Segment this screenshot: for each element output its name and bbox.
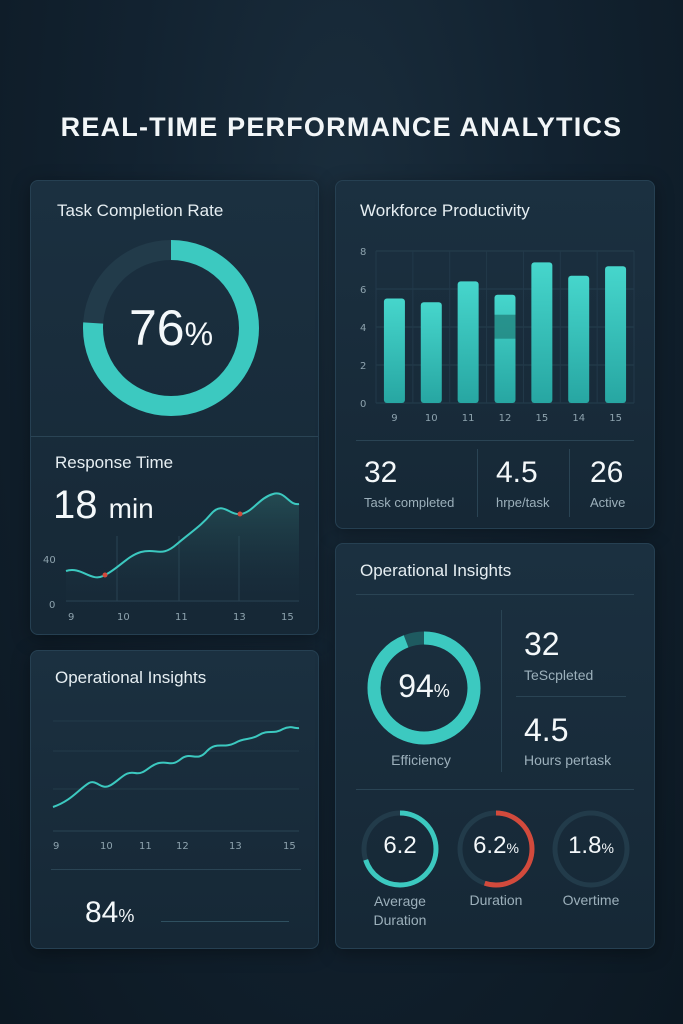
insights-left-title: Operational Insights: [55, 668, 207, 687]
ring-arc: [361, 810, 439, 888]
insights-x-tick: 10: [100, 841, 113, 852]
rt-y-tick: 0: [49, 600, 55, 611]
hours-per-task-label: hrpe/task: [496, 495, 550, 510]
response-time-value: 18 min: [53, 483, 154, 527]
card-divider: [31, 436, 318, 437]
stat-divider: [501, 610, 502, 772]
insights-x-tick: 12: [176, 841, 189, 852]
active-value: 26: [590, 456, 624, 489]
bar-x-tick: 11: [462, 413, 475, 424]
bar: [420, 302, 442, 403]
page-title: REAL-TIME PERFORMANCE ANALYTICS: [60, 112, 623, 142]
efficiency-label: Efficiency: [391, 752, 451, 768]
insights-x-tick: 15: [283, 841, 296, 852]
efficiency-donut: [367, 631, 481, 745]
bar-y-tick: 4: [360, 323, 366, 334]
task-completion-donut: [83, 240, 259, 416]
stat-divider: [477, 449, 478, 517]
card-divider: [356, 789, 634, 790]
response-time-chart: 40 0 9 10 11 13 15: [43, 492, 300, 623]
bar-y-tick: 6: [360, 285, 366, 296]
insights-left-value: 84%: [85, 896, 135, 929]
bar-highlight: [494, 314, 516, 339]
rt-y-tick: 40: [43, 555, 56, 566]
ring-label-average-duration: Average Duration: [373, 893, 427, 928]
bar-x-tick: 14: [572, 413, 585, 424]
insights-stat-label: Hours pertask: [524, 752, 612, 768]
bar-y-tick: 0: [360, 399, 366, 410]
bar: [457, 281, 479, 403]
insights-stat-label: TeScpleted: [524, 667, 594, 683]
task-completion-value: 76%: [128, 300, 214, 356]
bar-x-tick: 10: [425, 413, 438, 424]
ring-arc: [457, 810, 535, 888]
rt-x-tick: 15: [281, 612, 294, 623]
card-divider: [356, 594, 634, 595]
bar: [605, 266, 627, 403]
bar-x-tick: 15: [609, 413, 622, 424]
insights-stat-value: 4.5: [524, 712, 569, 748]
insights-x-tick: 11: [139, 841, 152, 852]
productivity-bar-chart: 8 6 4 2 0 9 10 11 12 15 14 15: [360, 247, 635, 424]
insights-x-tick: 9: [53, 841, 59, 852]
rt-x-tick: 11: [175, 612, 188, 623]
bar: [383, 298, 405, 403]
rt-x-tick: 9: [68, 612, 74, 623]
ring-value-overtime: 1.8%: [568, 832, 614, 859]
task-completion-card: Task Completion Rate 76% Response Time 1…: [30, 180, 319, 635]
rt-x-tick: 10: [117, 612, 130, 623]
card-divider: [51, 869, 301, 870]
insights-stat-value: 32: [524, 626, 560, 662]
efficiency-value: 94%: [398, 668, 450, 704]
ring-label-overtime: Overtime: [562, 892, 620, 908]
active-label: Active: [590, 495, 626, 510]
tasks-completed-label: Task completed: [364, 495, 455, 510]
insights-line-chart: 9 10 11 12 13 15: [52, 720, 300, 852]
bar-y-tick: 8: [360, 247, 366, 258]
bar-x-tick: 9: [391, 413, 397, 424]
ring-value-average-duration: 6.2: [383, 832, 417, 859]
bar-y-tick: 2: [360, 361, 366, 372]
insights-right-title: Operational Insights: [360, 561, 512, 580]
productivity-title: Workforce Productivity: [360, 201, 530, 220]
stat-divider: [569, 449, 570, 517]
bar: [531, 262, 553, 403]
bar: [568, 275, 590, 403]
bar-x-tick: 12: [499, 413, 512, 424]
workforce-productivity-card: Workforce Productivity 8 6 4 2 0 9 10 11 12 15 14 1…: [335, 180, 655, 529]
tasks-completed-value: 32: [364, 456, 398, 489]
response-time-title: Response Time: [55, 453, 174, 472]
operational-insights-card-right: Operational Insights 94% Efficiency 32 T…: [335, 543, 655, 949]
bar: [494, 294, 516, 403]
insights-x-tick: 13: [229, 841, 242, 852]
operational-insights-card-left: Operational Insights 9 10 11 12 13 15 84…: [30, 650, 319, 949]
task-completion-title: Task Completion Rate: [57, 201, 224, 220]
hours-per-task-value: 4.5: [496, 456, 538, 489]
ring-track: [552, 810, 630, 888]
rt-x-tick: 13: [233, 612, 246, 623]
ring-value-duration: 6.2%: [473, 832, 519, 859]
ring-label-duration: Duration: [469, 892, 523, 908]
stat-row-divider: [516, 696, 626, 697]
card-divider: [356, 440, 634, 441]
value-underline: [161, 921, 289, 922]
bar-x-tick: 15: [535, 413, 548, 424]
duration-rings: [361, 810, 630, 888]
